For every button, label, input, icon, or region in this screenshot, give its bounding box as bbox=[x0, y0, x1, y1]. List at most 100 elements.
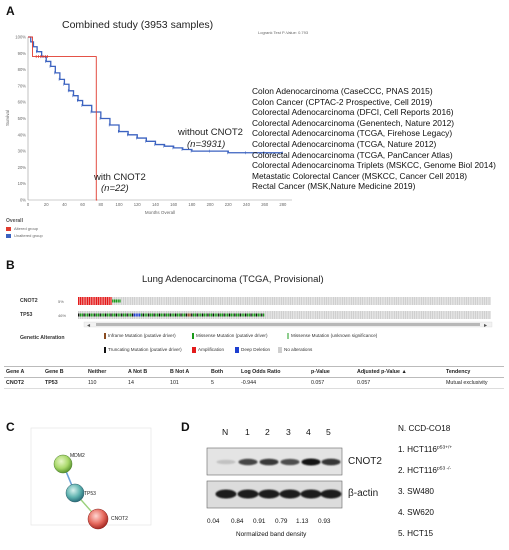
onco-cell-cnot2 bbox=[480, 297, 482, 305]
onco-cell-tp53 bbox=[377, 311, 380, 319]
onco-cell-cnot2 bbox=[201, 297, 204, 305]
cnot2-band bbox=[238, 458, 258, 466]
onco-mark-tp53 bbox=[228, 313, 231, 317]
onco-cell-cnot2 bbox=[316, 297, 319, 305]
td-gene-b: TP53 bbox=[45, 380, 58, 386]
th-adjusted-p[interactable]: Adjusted p-Value ▲ bbox=[357, 369, 407, 375]
onco-cell-cnot2 bbox=[306, 297, 308, 305]
onco-cell-cnot2 bbox=[350, 297, 353, 305]
onco-mark-tp53 bbox=[191, 313, 193, 317]
onco-cell-cnot2 bbox=[399, 297, 401, 305]
onco-mark-tp53 bbox=[151, 313, 153, 317]
onco-mark-tp53 bbox=[106, 313, 109, 317]
onco-cell-cnot2 bbox=[121, 297, 123, 305]
onco-cell-cnot2 bbox=[185, 297, 188, 305]
legend-deep-deletion-label: Deep Deletion bbox=[241, 347, 271, 353]
density-n: 0.04 bbox=[207, 518, 220, 525]
onco-cell-tp53 bbox=[429, 311, 432, 319]
onco-cell-tp53 bbox=[395, 311, 398, 319]
onco-mark-tp53 bbox=[223, 313, 225, 317]
legend-missense-unknown-label: Missense Mutation (unknown significance) bbox=[291, 333, 378, 339]
onco-mark-tp53 bbox=[128, 313, 130, 317]
onco-cell-tp53 bbox=[363, 311, 365, 319]
onco-mark-tp53 bbox=[160, 313, 162, 317]
onco-cell-tp53 bbox=[311, 311, 313, 319]
missense-unknown-swatch bbox=[287, 333, 289, 339]
onco-mark-tp53 bbox=[131, 313, 134, 317]
onco-mark-tp53 bbox=[176, 313, 179, 317]
onco-mark-tp53 bbox=[257, 313, 259, 317]
onco-cell-cnot2 bbox=[345, 297, 347, 305]
x-tick-label: 280 bbox=[279, 202, 287, 207]
onco-cell-cnot2 bbox=[315, 297, 317, 305]
onco-cell-tp53 bbox=[383, 311, 385, 319]
onco-cell-tp53 bbox=[372, 311, 374, 319]
onco-cell-tp53 bbox=[315, 311, 317, 319]
onco-cell-cnot2 bbox=[447, 297, 450, 305]
legend-no-alterations: No alterations bbox=[278, 347, 312, 353]
onco-cell-cnot2 bbox=[97, 297, 100, 305]
onco-mark-tp53 bbox=[244, 313, 247, 317]
onco-cell-cnot2 bbox=[478, 297, 480, 305]
onco-cell-cnot2 bbox=[284, 297, 286, 305]
onco-mark-tp53 bbox=[182, 313, 184, 317]
onco-cell-cnot2 bbox=[225, 297, 227, 305]
onco-cell-tp53 bbox=[307, 311, 310, 319]
panel-c-label: C bbox=[6, 420, 15, 434]
onco-cell-cnot2 bbox=[291, 297, 294, 305]
onco-mark-tp53 bbox=[130, 313, 132, 317]
onco-cell-cnot2 bbox=[408, 297, 410, 305]
onco-mark-tp53 bbox=[198, 313, 200, 317]
onco-mark-tp53 bbox=[187, 313, 189, 317]
onco-cell-cnot2 bbox=[438, 297, 441, 305]
y-tick-label: 50% bbox=[18, 116, 27, 121]
onco-cell-cnot2 bbox=[458, 297, 461, 305]
annot-with-n: (n=22) bbox=[101, 183, 129, 194]
onco-cell-cnot2 bbox=[200, 297, 202, 305]
onco-cell-cnot2 bbox=[196, 297, 198, 305]
onco-cell-tp53 bbox=[329, 311, 331, 319]
annot-without: without CNOT2 bbox=[178, 127, 243, 138]
amplification-swatch bbox=[192, 347, 196, 353]
x-tick-label: 20 bbox=[44, 202, 49, 207]
onco-mark-tp53 bbox=[262, 313, 265, 317]
onco-cell-tp53 bbox=[385, 311, 387, 319]
onco-cell-cnot2 bbox=[444, 297, 446, 305]
onco-mark-tp53 bbox=[83, 313, 85, 317]
scroll-left-arrow: ◀ bbox=[87, 323, 91, 328]
legend-label-unaltered: Unaltered group bbox=[14, 233, 43, 238]
onco-mark-tp53 bbox=[79, 313, 82, 317]
onco-cell-tp53 bbox=[460, 311, 462, 319]
lane-label-n: N bbox=[222, 427, 229, 437]
onco-cell-tp53 bbox=[284, 311, 286, 319]
onco-cell-cnot2 bbox=[361, 297, 364, 305]
onco-cell-cnot2 bbox=[331, 297, 333, 305]
onco-cell-tp53 bbox=[397, 311, 399, 319]
onco-cell-cnot2 bbox=[469, 297, 471, 305]
th-log-odds: Log Odds Ratio bbox=[241, 369, 281, 375]
onco-mark-tp53 bbox=[90, 313, 92, 317]
study-item: Colorectal Adenocarcinoma (TCGA, Nature … bbox=[252, 138, 437, 149]
onco-mark-cnot2 bbox=[112, 299, 114, 303]
onco-cell-tp53 bbox=[309, 311, 311, 319]
string-network: MDM2 TP53 CNOT2 bbox=[30, 427, 152, 530]
onco-cell-tp53 bbox=[408, 311, 410, 319]
th-a-not-b: A Not B bbox=[128, 369, 148, 375]
onco-mark-tp53 bbox=[81, 313, 83, 317]
onco-mark-tp53 bbox=[219, 313, 222, 317]
onco-mark-tp53 bbox=[108, 313, 110, 317]
onco-cell-cnot2 bbox=[192, 297, 195, 305]
onco-cell-cnot2 bbox=[309, 297, 311, 305]
onco-cell-cnot2 bbox=[383, 297, 385, 305]
annot-without-n: (n=3931) bbox=[187, 139, 226, 150]
study-item: Colorectal Adenocarcinoma (DFCI, Cell Re… bbox=[252, 107, 454, 118]
cell-line-item: 1. HCT116p53+/+ bbox=[398, 445, 453, 454]
onco-cell-tp53 bbox=[280, 311, 283, 319]
study-item: Colorectal Adenocarcinoma Triplets (MSKC… bbox=[252, 160, 496, 171]
onco-cell-cnot2 bbox=[354, 297, 356, 305]
onco-cell-cnot2 bbox=[298, 297, 301, 305]
onco-cell-tp53 bbox=[318, 311, 320, 319]
onco-cell-cnot2 bbox=[155, 297, 157, 305]
onco-cell-tp53 bbox=[374, 311, 376, 319]
onco-cell-cnot2 bbox=[243, 297, 245, 305]
